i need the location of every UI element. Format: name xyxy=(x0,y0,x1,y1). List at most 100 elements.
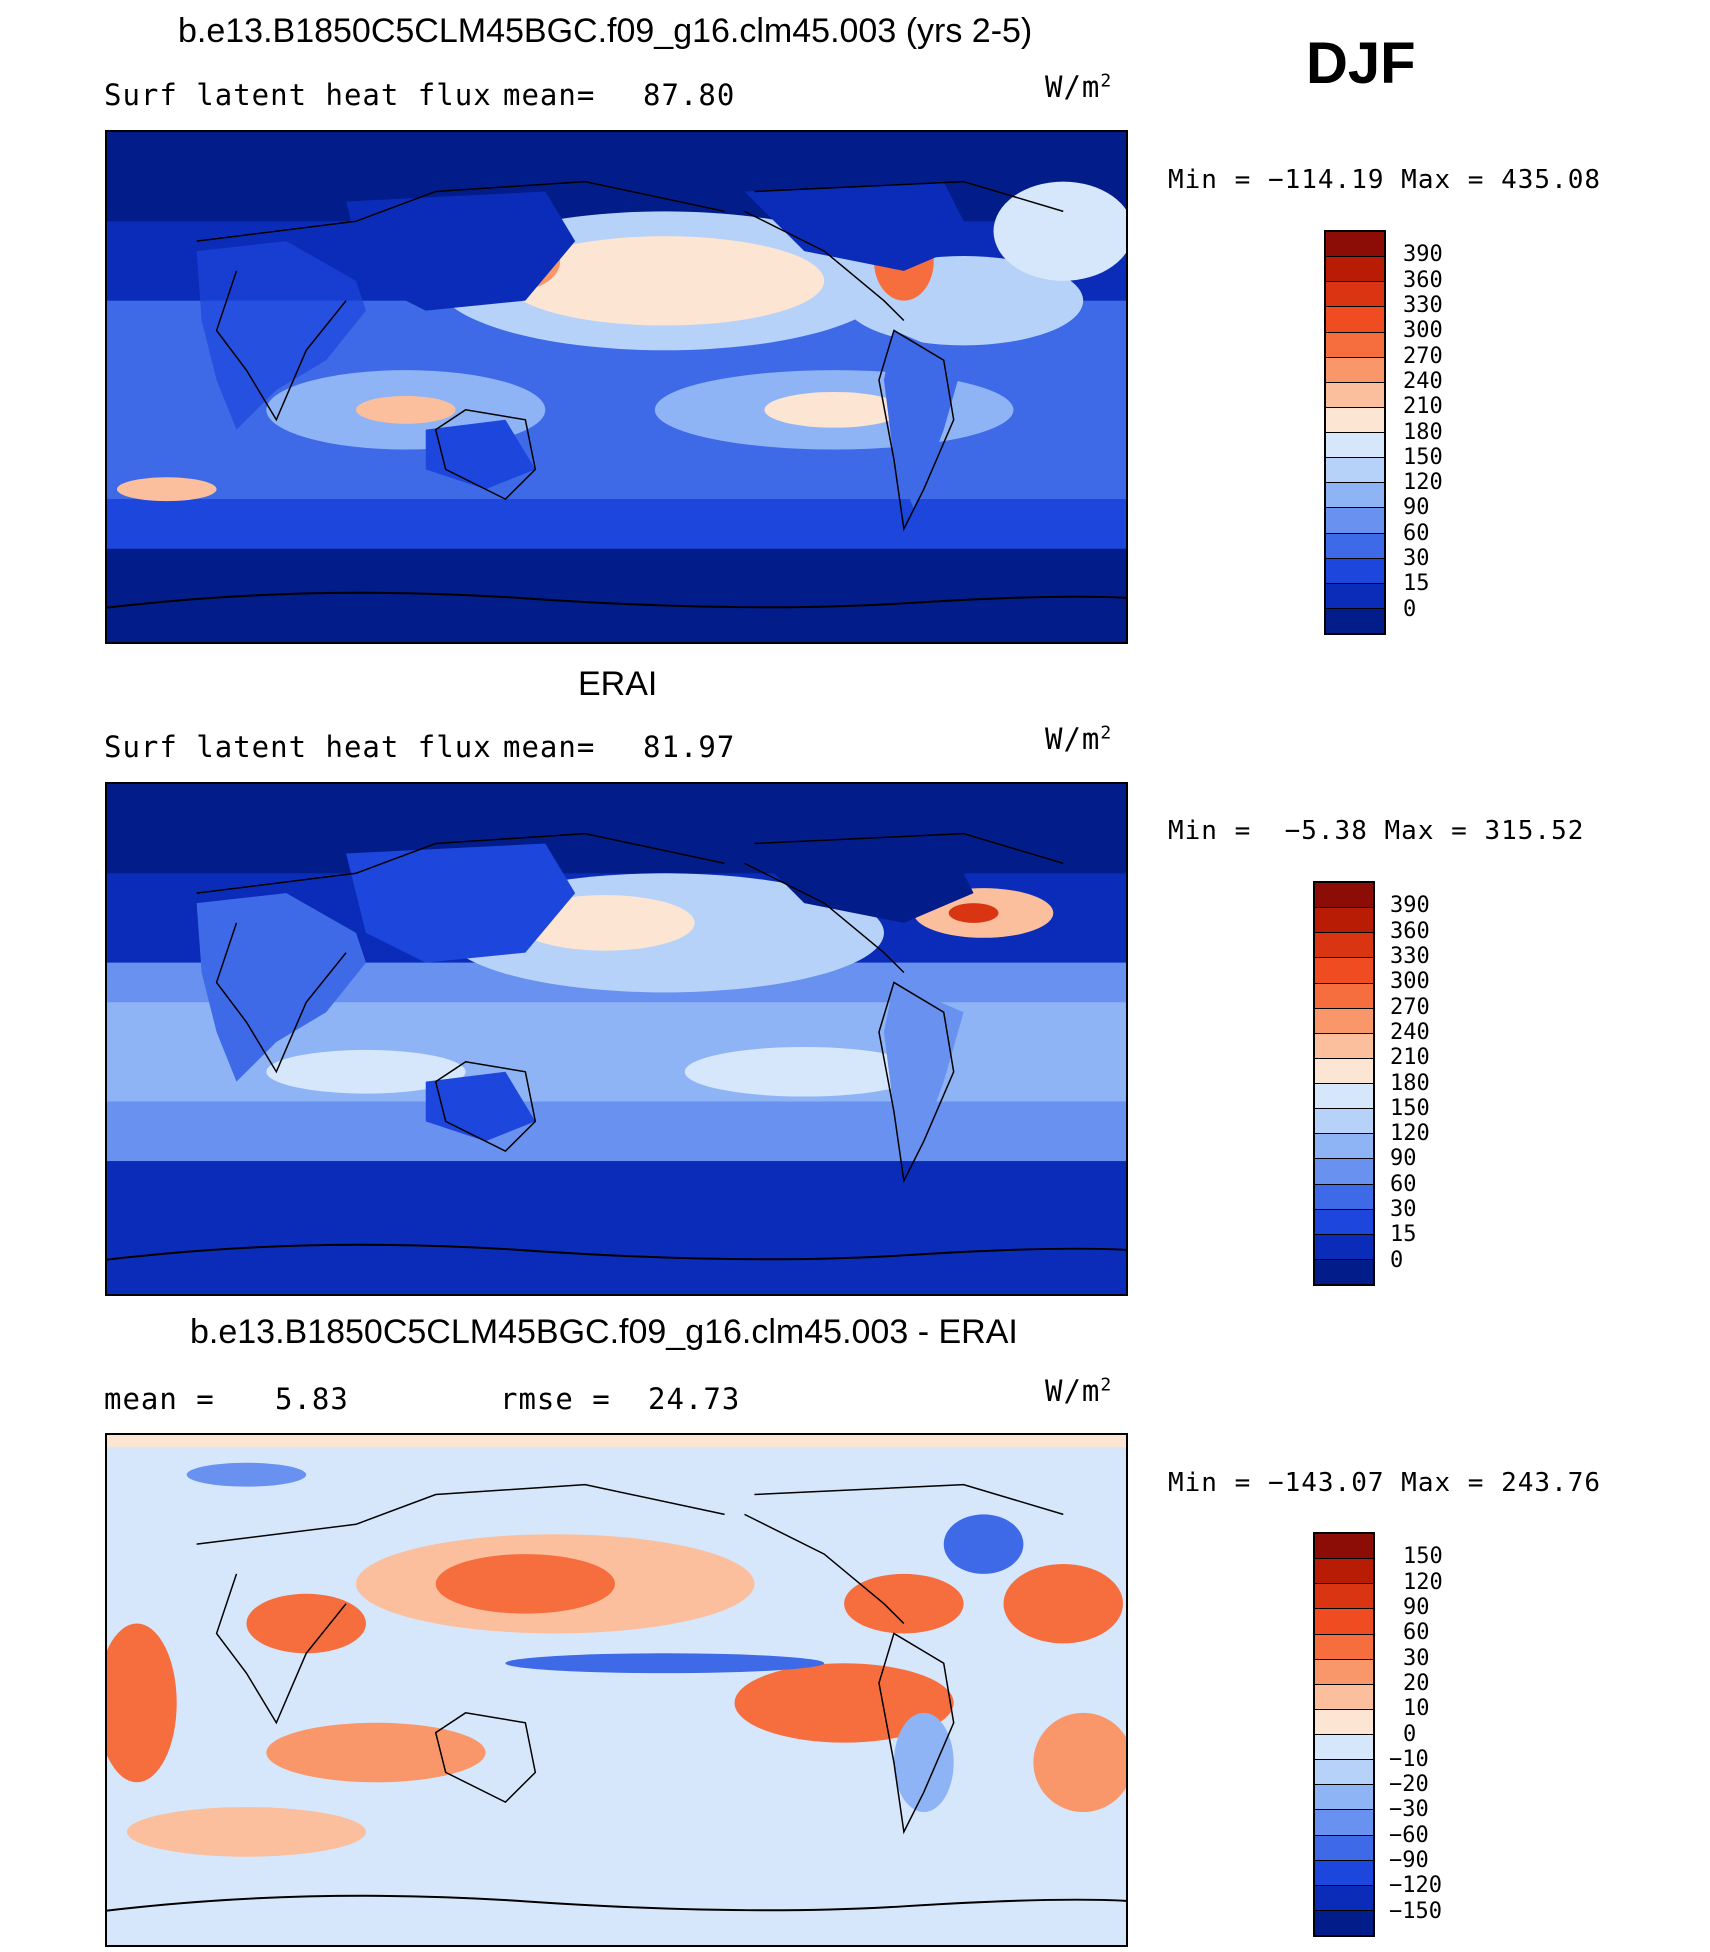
panel1-colorbar-swatch xyxy=(1326,357,1384,383)
panel2-min-label: Min = xyxy=(1168,816,1252,846)
panel1-colorbar-label: 0 xyxy=(1403,596,1417,622)
panel1-min-max: Min = −114.19 Max = 435.08 xyxy=(1168,165,1601,195)
panel2-colorbar-label: 240 xyxy=(1390,1019,1430,1045)
panel1-min-value: −114.19 xyxy=(1267,165,1385,195)
panel3-units: W/m2 xyxy=(1045,1374,1113,1408)
panel3-colorbar-swatch xyxy=(1315,1860,1373,1886)
panel3-colorbar-swatch xyxy=(1315,1584,1373,1610)
panel3-colorbar-swatch xyxy=(1315,1534,1373,1560)
panel3-colorbar-swatch xyxy=(1315,1709,1373,1735)
panel3-colorbar-label: 90 xyxy=(1403,1594,1430,1620)
panel3-colorbar xyxy=(1313,1532,1375,1937)
panel2-colorbar-label: 120 xyxy=(1390,1121,1430,1147)
panel2-colorbar-label: 15 xyxy=(1390,1222,1417,1248)
panel2-colorbar-swatch xyxy=(1315,1259,1373,1284)
panel3-colorbar-swatch xyxy=(1315,1835,1373,1861)
panel1-max-value: 435.08 xyxy=(1501,165,1602,195)
season-label: DJF xyxy=(1306,31,1416,96)
panel1-max-label: Max = xyxy=(1401,165,1485,195)
panel2-colorbar-label: 390 xyxy=(1390,893,1430,919)
panel3-min-label: Min = xyxy=(1168,1468,1252,1498)
panel3-colorbar-label: 30 xyxy=(1403,1645,1430,1671)
panel3-mean-label: mean = xyxy=(104,1382,215,1416)
panel2-min-max: Min = −5.38 Max = 315.52 xyxy=(1168,816,1584,846)
panel1-colorbar-swatch xyxy=(1326,508,1384,534)
panel3-title: b.e13.B1850C5CLM45BGC.f09_g16.clm45.003 … xyxy=(190,1313,1018,1351)
panel2-min-value: −5.38 xyxy=(1284,816,1368,846)
panel3-colorbar-swatch xyxy=(1315,1760,1373,1786)
panel1-mean-value: 87.80 xyxy=(643,78,736,112)
panel3-colorbar-label: −10 xyxy=(1389,1746,1429,1772)
panel3-colorbar-label: −120 xyxy=(1389,1873,1442,1899)
panel3-mean-value: 5.83 xyxy=(275,1382,349,1416)
panel3-colorbar-label: −60 xyxy=(1389,1822,1429,1848)
panel1-colorbar-swatch xyxy=(1326,382,1384,408)
panel2-colorbar-swatch xyxy=(1315,1109,1373,1135)
panel1-colorbar-label: 240 xyxy=(1403,368,1443,394)
panel2-variable: Surf latent heat flux xyxy=(104,730,492,764)
panel2-colorbar-label: 60 xyxy=(1390,1171,1417,1197)
panel2-colorbar-swatch xyxy=(1315,958,1373,984)
panel1-colorbar-swatch xyxy=(1326,583,1384,609)
panel2-colorbar-swatch xyxy=(1315,883,1373,909)
panel1-map xyxy=(105,130,1128,644)
panel1-min-label: Min = xyxy=(1168,165,1252,195)
panel2-colorbar-label: 300 xyxy=(1390,969,1430,995)
panel3-max-label: Max = xyxy=(1401,1468,1485,1498)
panel3-colorbar-swatch xyxy=(1315,1735,1373,1761)
panel1-colorbar-label: 300 xyxy=(1403,318,1443,344)
panel3-colorbar-swatch xyxy=(1315,1785,1373,1811)
panel3-colorbar-swatch xyxy=(1315,1559,1373,1585)
panel3-min-max: Min = −143.07 Max = 243.76 xyxy=(1168,1468,1601,1498)
panel1-colorbar-label: 360 xyxy=(1403,267,1443,293)
panel3-colorbar-label: 20 xyxy=(1403,1670,1430,1696)
panel2-title: ERAI xyxy=(578,665,658,703)
panel1-colorbar-label: 150 xyxy=(1403,444,1443,470)
panel2-max-label: Max = xyxy=(1384,816,1468,846)
panel3-map xyxy=(105,1433,1128,1947)
panel3-min-value: −143.07 xyxy=(1267,1468,1385,1498)
panel3-colorbar-label: −20 xyxy=(1389,1772,1429,1798)
panel3-colorbar-swatch xyxy=(1315,1810,1373,1836)
panel3-colorbar-swatch xyxy=(1315,1634,1373,1660)
panel2-colorbar-label: 330 xyxy=(1390,943,1430,969)
panel3-colorbar-swatch xyxy=(1315,1885,1373,1911)
panel2-colorbar-swatch xyxy=(1315,1234,1373,1260)
panel3-colorbar-label: −90 xyxy=(1389,1848,1429,1874)
panel2-mean-label: mean= xyxy=(503,730,596,764)
panel2-units: W/m2 xyxy=(1045,722,1113,756)
panel2-colorbar-swatch xyxy=(1315,1184,1373,1210)
panel2-colorbar-swatch xyxy=(1315,1033,1373,1059)
panel1-colorbar-label: 60 xyxy=(1403,520,1430,546)
panel2-colorbar-swatch xyxy=(1315,983,1373,1009)
panel3-colorbar-label: −30 xyxy=(1389,1797,1429,1823)
panel2-map xyxy=(105,782,1128,1296)
panel2-colorbar-label: 360 xyxy=(1390,918,1430,944)
panel3-colorbar-label: 60 xyxy=(1403,1620,1430,1646)
panel1-colorbar-label: 390 xyxy=(1403,242,1443,268)
panel1-colorbar-swatch xyxy=(1326,558,1384,584)
panel1-variable: Surf latent heat flux xyxy=(104,78,492,112)
panel2-mean-value: 81.97 xyxy=(643,730,736,764)
panel1-units: W/m2 xyxy=(1045,70,1113,104)
panel1-colorbar-label: 330 xyxy=(1403,292,1443,318)
panel2-max-value: 315.52 xyxy=(1484,816,1585,846)
panel1-colorbar-label: 90 xyxy=(1403,495,1430,521)
panel3-colorbar-swatch xyxy=(1315,1659,1373,1685)
panel2-colorbar-label: 90 xyxy=(1390,1146,1417,1172)
panel3-colorbar-swatch xyxy=(1315,1910,1373,1935)
panel1-colorbar xyxy=(1324,230,1386,635)
panel2-colorbar-swatch xyxy=(1315,1058,1373,1084)
panel1-colorbar-label: 210 xyxy=(1403,394,1443,420)
panel2-colorbar-swatch xyxy=(1315,933,1373,959)
panel3-colorbar-swatch xyxy=(1315,1684,1373,1710)
panel1-colorbar-label: 30 xyxy=(1403,546,1430,572)
panel1-colorbar-swatch xyxy=(1326,282,1384,308)
panel1-colorbar-label: 270 xyxy=(1403,343,1443,369)
panel2-colorbar-swatch xyxy=(1315,1159,1373,1185)
panel2-colorbar-label: 30 xyxy=(1390,1197,1417,1223)
panel1-mean-label: mean= xyxy=(503,78,596,112)
panel1-colorbar-swatch xyxy=(1326,433,1384,459)
panel3-colorbar-swatch xyxy=(1315,1609,1373,1635)
panel3-max-value: 243.76 xyxy=(1501,1468,1602,1498)
